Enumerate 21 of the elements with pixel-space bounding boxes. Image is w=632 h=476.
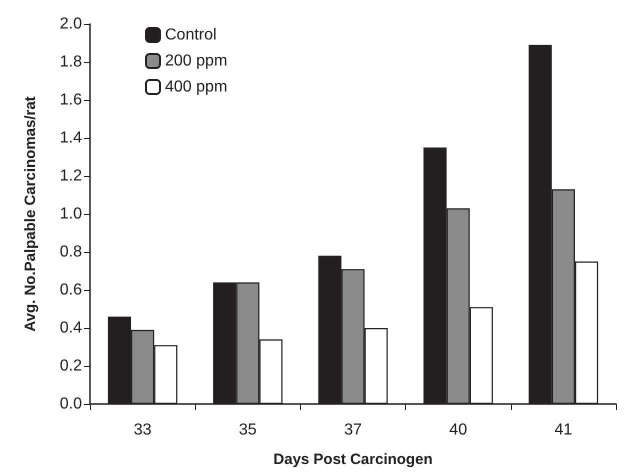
x-tick-label: 35 (238, 422, 257, 438)
y-tick-label: 1.0 (60, 206, 82, 222)
y-axis-title: Avg. No.Palpable Carcinomas/rat (22, 96, 39, 332)
y-tick-label: 2.0 (60, 16, 82, 32)
legend-label: Control (165, 26, 217, 44)
y-tick-label: 1.6 (60, 92, 82, 108)
y-tick-label: 0.6 (60, 282, 82, 298)
y-tick-label: 0.8 (60, 244, 82, 260)
y-tick-label: 0.2 (60, 358, 82, 374)
x-tick-label: 40 (449, 422, 468, 438)
y-tick-label: 0.0 (60, 396, 82, 412)
legend-label: 400 ppm (165, 78, 228, 96)
x-axis-title: Days Post Carcinogen (273, 451, 433, 468)
x-tick-label: 37 (344, 422, 362, 438)
y-tick-label: 1.4 (60, 130, 82, 146)
y-tick-label: 0.4 (60, 320, 82, 336)
y-tick-label: 1.2 (60, 168, 82, 184)
legend-label: 200 ppm (165, 52, 228, 70)
x-tick-label: 41 (554, 422, 572, 438)
x-tick-label: 33 (134, 422, 152, 438)
y-tick-label: 1.8 (60, 54, 82, 70)
